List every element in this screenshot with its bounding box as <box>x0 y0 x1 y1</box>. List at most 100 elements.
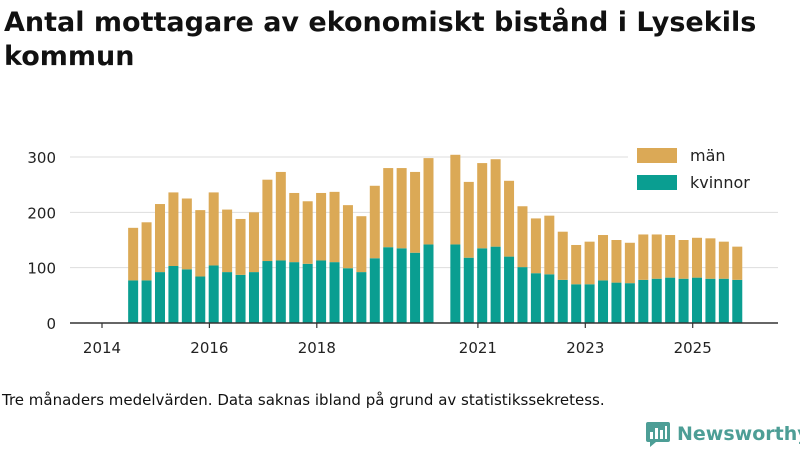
bar-kvinnor <box>477 248 488 323</box>
bar-kvinnor <box>665 277 676 323</box>
bar-kvinnor <box>638 279 649 323</box>
bar-man <box>638 234 649 280</box>
bar-kvinnor <box>342 268 353 323</box>
bar-kvinnor <box>732 279 743 323</box>
bar-kvinnor <box>141 280 152 323</box>
bar-man <box>222 209 233 273</box>
bar-kvinnor <box>275 260 286 323</box>
bar-man <box>262 179 273 262</box>
bar-man <box>571 244 582 285</box>
x-tick-label: 2014 <box>83 339 121 357</box>
bar-kvinnor <box>181 269 192 323</box>
bar-kvinnor <box>383 247 394 323</box>
bar-kvinnor <box>678 278 689 323</box>
y-tick-label: 0 <box>46 315 56 333</box>
bar-kvinnor <box>624 283 635 323</box>
bar-kvinnor <box>504 256 515 323</box>
x-tick-label: 2025 <box>674 339 712 357</box>
bar-man <box>369 185 380 259</box>
bar-kvinnor <box>530 273 541 323</box>
bar-man <box>530 218 541 274</box>
axes: 0 100 200 300 2014 2016 2018 2021 2023 2025 <box>27 149 778 357</box>
bar-man <box>611 240 622 283</box>
bar-man <box>584 241 595 285</box>
bar-man <box>665 235 676 278</box>
bar-kvinnor <box>222 272 233 323</box>
bar-kvinnor <box>571 284 582 323</box>
bar-kvinnor <box>598 280 609 323</box>
bar-man <box>718 241 729 279</box>
bar-man <box>383 168 394 248</box>
bar-man <box>248 212 259 273</box>
bar-man <box>396 168 407 249</box>
bar-kvinnor <box>289 262 300 323</box>
bar-man <box>329 191 340 263</box>
x-tick-label: 2018 <box>298 339 336 357</box>
bar-kvinnor <box>611 282 622 323</box>
newsworthy-logo-icon <box>646 422 670 447</box>
bar-kvinnor <box>248 272 259 323</box>
bar-man <box>504 180 515 257</box>
legend-label: män <box>690 146 726 165</box>
legend: män kvinnor <box>628 142 778 200</box>
bar-man <box>410 171 421 253</box>
bar-kvinnor <box>490 246 501 323</box>
bar-man <box>235 218 246 275</box>
bar-kvinnor <box>544 274 555 323</box>
bar-kvinnor <box>195 276 206 323</box>
bar-kvinnor <box>463 257 474 323</box>
bar-man <box>168 192 179 267</box>
y-tick-label: 100 <box>27 260 56 278</box>
bar-man <box>557 231 568 280</box>
bar-kvinnor <box>691 277 702 323</box>
chart-title: Antal mottagare av ekonomiskt bistånd i … <box>4 7 757 72</box>
legend-label: kvinnor <box>690 173 750 192</box>
bar-man <box>302 201 313 264</box>
bar-man <box>705 238 716 279</box>
bar-kvinnor <box>235 274 246 323</box>
brand-logo: Newsworthy <box>645 420 800 448</box>
bar-man <box>732 246 743 280</box>
bars <box>128 154 743 323</box>
bar-kvinnor <box>302 263 313 323</box>
bar-man <box>624 242 635 284</box>
legend-swatch <box>637 175 677 190</box>
bar-kvinnor <box>584 284 595 323</box>
bar-kvinnor <box>168 266 179 323</box>
bar-man <box>691 237 702 278</box>
bar-man <box>275 171 286 261</box>
y-tick-label: 200 <box>27 204 56 222</box>
bar-kvinnor <box>651 278 662 323</box>
bar-man <box>289 192 300 263</box>
bar-man <box>450 154 461 245</box>
bar-man <box>208 192 219 266</box>
x-tick-label: 2021 <box>459 339 497 357</box>
bar-kvinnor <box>718 278 729 323</box>
bar-man <box>128 227 139 281</box>
bar-man <box>342 205 353 269</box>
bar-kvinnor <box>262 261 273 323</box>
x-tick-label: 2023 <box>566 339 604 357</box>
bar-kvinnor <box>450 244 461 323</box>
bar-kvinnor <box>423 244 434 323</box>
bar-kvinnor <box>557 279 568 323</box>
legend-swatch <box>637 148 677 163</box>
bar-man <box>651 234 662 279</box>
bar-kvinnor <box>128 280 139 323</box>
bar-man <box>316 192 327 261</box>
bar-man <box>463 181 474 258</box>
bar-man <box>195 210 206 277</box>
brand-name: Newsworthy <box>677 423 800 445</box>
bar-kvinnor <box>208 265 219 323</box>
bar-man <box>517 206 528 268</box>
bar-man <box>598 235 609 281</box>
bar-man <box>154 204 165 273</box>
bar-man <box>477 163 488 249</box>
bar-man <box>181 198 192 270</box>
x-tick-label: 2016 <box>190 339 228 357</box>
bar-kvinnor <box>705 278 716 323</box>
bar-kvinnor <box>356 272 367 323</box>
bar-man <box>490 159 501 247</box>
y-tick-label: 300 <box>27 149 56 167</box>
